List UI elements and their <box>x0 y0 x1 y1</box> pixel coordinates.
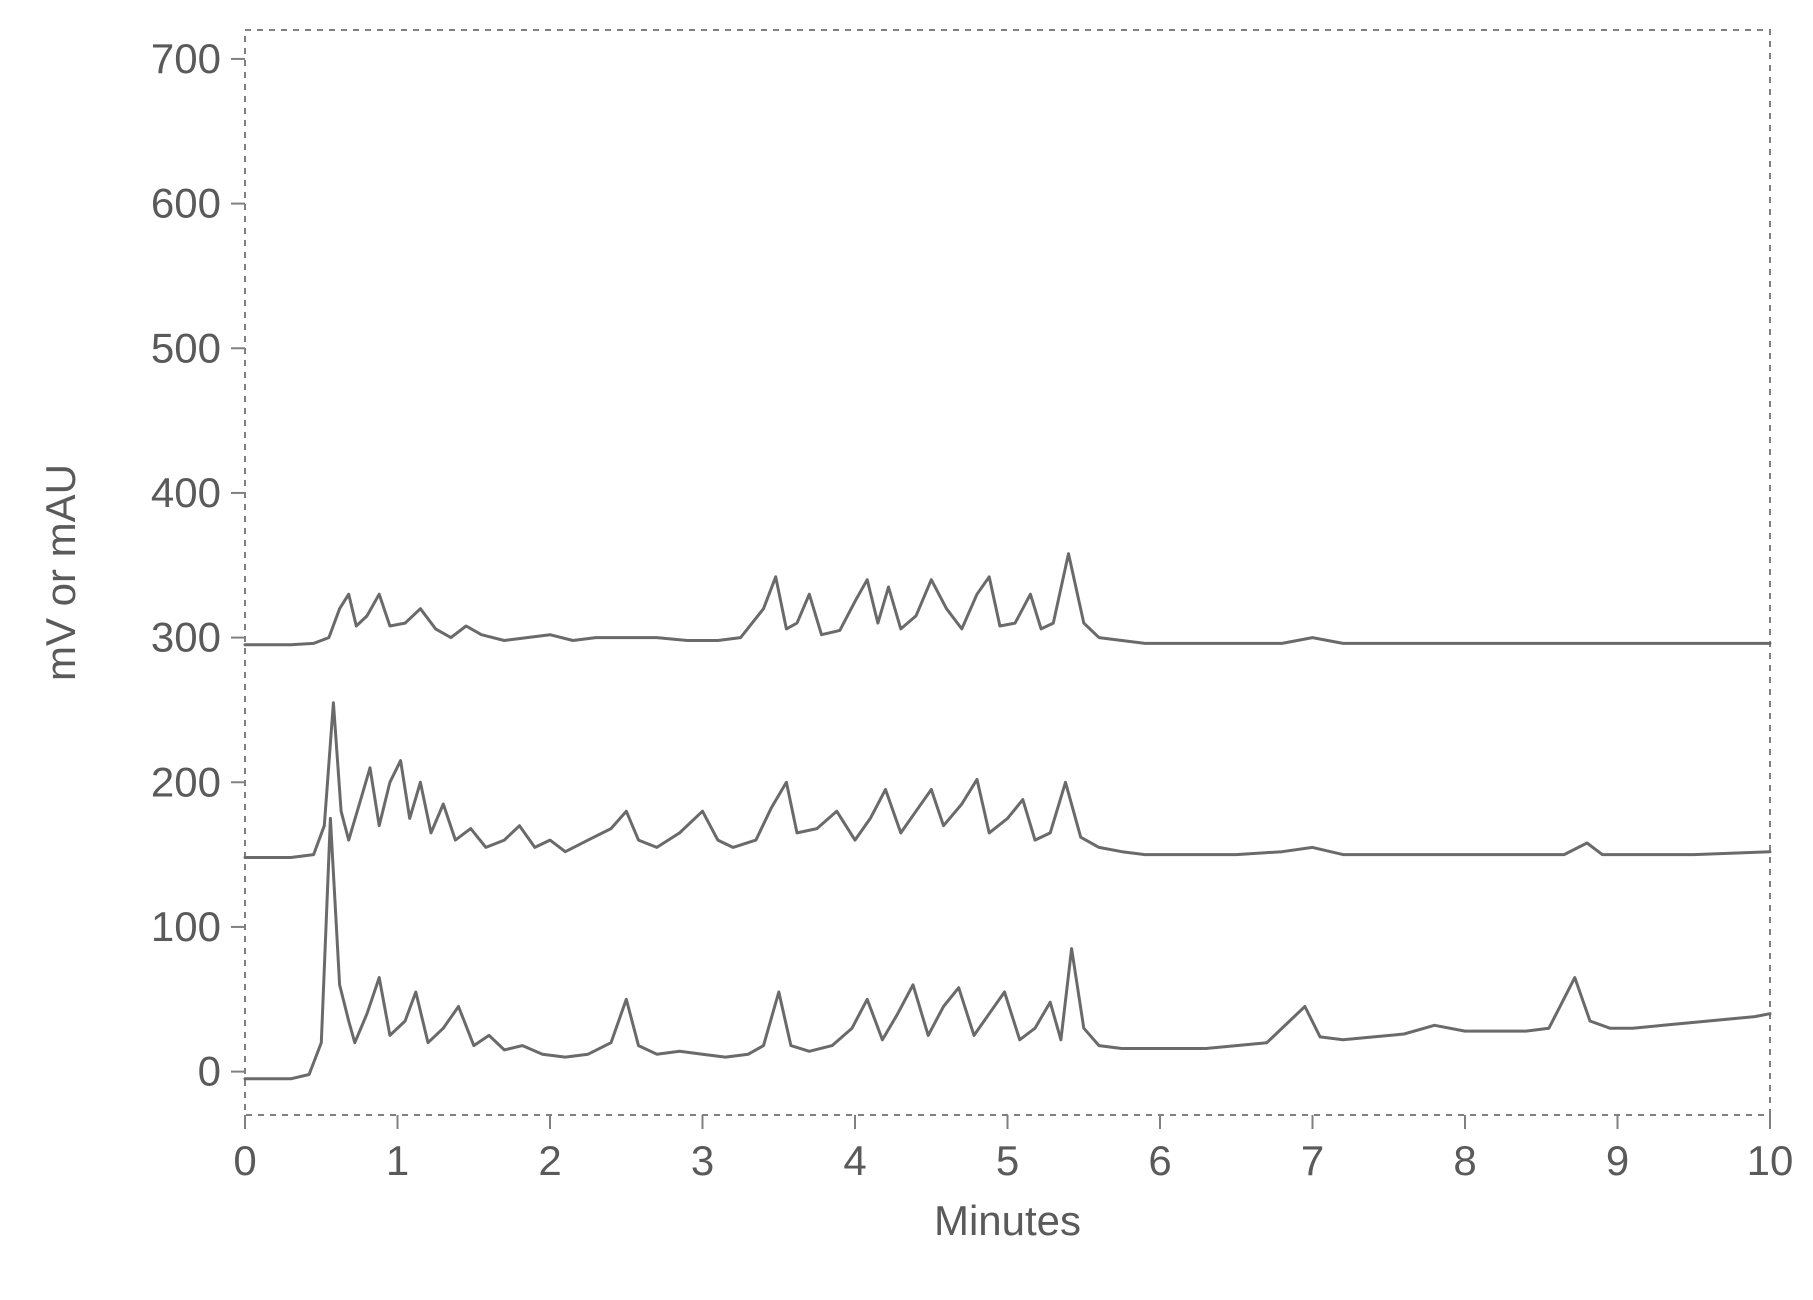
trace-bottom <box>245 818 1770 1078</box>
y-tick-label: 300 <box>151 614 221 661</box>
x-tick-label: 3 <box>691 1137 714 1184</box>
trace-top <box>245 554 1770 645</box>
trace-middle <box>245 703 1770 858</box>
y-tick-label: 100 <box>151 903 221 950</box>
y-tick-label: 400 <box>151 469 221 516</box>
x-tick-label: 0 <box>233 1137 256 1184</box>
x-ticks: 0 1 2 3 4 5 6 7 8 9 10 <box>233 1115 1793 1184</box>
plot-border <box>245 30 1770 1115</box>
chromatogram-chart: 0 1 2 3 4 5 6 7 8 9 10 0 100 200 300 400 500 600 700 Minu… <box>0 0 1813 1300</box>
y-tick-label: 500 <box>151 324 221 371</box>
x-tick-label: 1 <box>386 1137 409 1184</box>
chart-svg: 0 1 2 3 4 5 6 7 8 9 10 0 100 200 300 400 500 600 700 Minu… <box>0 0 1813 1300</box>
x-tick-label: 10 <box>1747 1137 1794 1184</box>
x-tick-label: 5 <box>996 1137 1019 1184</box>
y-axis-label: mV or mAU <box>37 464 84 681</box>
x-tick-label: 4 <box>843 1137 866 1184</box>
traces-group <box>245 554 1770 1079</box>
y-ticks: 0 100 200 300 400 500 600 700 <box>151 35 245 1095</box>
x-tick-label: 7 <box>1301 1137 1324 1184</box>
x-axis-label: Minutes <box>934 1197 1081 1244</box>
y-tick-label: 600 <box>151 180 221 227</box>
x-tick-label: 9 <box>1606 1137 1629 1184</box>
x-tick-label: 8 <box>1453 1137 1476 1184</box>
x-tick-label: 6 <box>1148 1137 1171 1184</box>
y-tick-label: 0 <box>198 1048 221 1095</box>
x-tick-label: 2 <box>538 1137 561 1184</box>
y-tick-label: 200 <box>151 758 221 805</box>
y-tick-label: 700 <box>151 35 221 82</box>
